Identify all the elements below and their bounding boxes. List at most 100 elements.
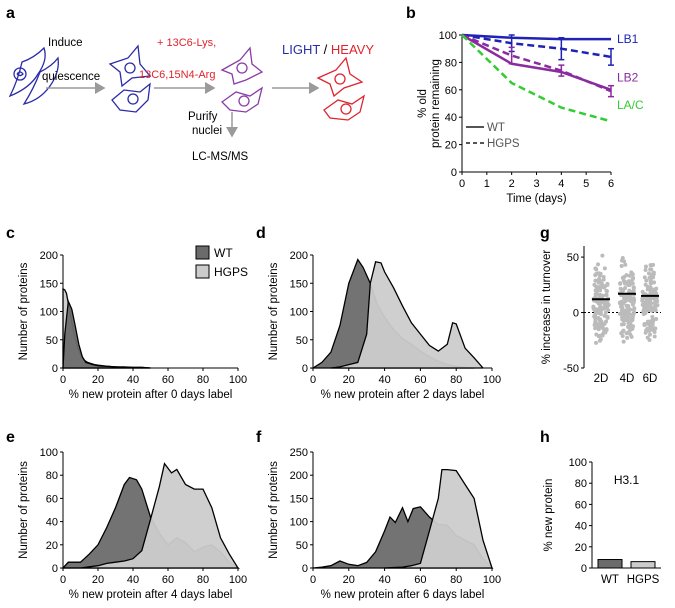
x-tick-label: 20 <box>343 574 355 586</box>
scatter-point <box>652 280 657 285</box>
scatter-point <box>631 324 636 329</box>
scatter-point <box>628 312 633 317</box>
x-tick-label: 100 <box>229 574 247 586</box>
panel-label-c: c <box>6 225 15 242</box>
scatter-point <box>619 304 624 309</box>
scatter-point <box>594 340 599 345</box>
scatter-point <box>604 289 609 294</box>
main-legend: WT HGPS <box>195 245 248 279</box>
scatter-point <box>593 320 598 325</box>
scatter-point <box>597 306 602 311</box>
chart-title: H3.1 <box>614 473 640 487</box>
scatter-point <box>628 318 633 323</box>
y-tick-label: 80 <box>46 470 58 482</box>
scatter-point <box>621 288 626 293</box>
y-tick-label: 100 <box>40 307 58 319</box>
induce-label: Induce <box>48 37 83 49</box>
scatter-point <box>631 286 636 291</box>
scatter-point <box>627 273 632 278</box>
scatter-point <box>640 298 645 303</box>
line-hgps-lb2 <box>461 33 612 93</box>
y-tick-label: 100 <box>290 307 308 319</box>
line-wt-lb1 <box>461 33 611 41</box>
scatter-point <box>592 282 597 287</box>
scatter-point <box>598 322 603 327</box>
scatter-point <box>645 319 650 324</box>
panel-label-g: g <box>540 225 550 242</box>
x-tick-label: 0 <box>310 574 316 586</box>
scatter-point <box>603 293 608 298</box>
scatter-point <box>595 325 600 330</box>
x-axis-title: % new protein after 4 days label <box>69 589 233 601</box>
x-tick-label: 2D <box>594 373 609 385</box>
scatter-point <box>626 279 631 284</box>
y-tick-label: 100 <box>40 447 58 459</box>
light-heavy-label: LIGHT / HEAVY <box>282 42 374 57</box>
area-series-hgps <box>63 462 240 569</box>
x-tick-label: 60 <box>414 374 426 386</box>
x-tick-label: 80 <box>197 374 209 386</box>
panel-label-a: a <box>6 5 15 22</box>
y-tick-label: 50 <box>296 540 308 552</box>
scatter-point <box>604 319 609 324</box>
scatter-point <box>655 303 660 308</box>
y-tick-label: -50 <box>563 363 579 375</box>
scatter-point <box>596 315 601 320</box>
y-tick-label: 80 <box>575 478 587 490</box>
final-cells-icon <box>316 56 366 121</box>
x-axis-title: % new protein after 0 days label <box>69 389 233 401</box>
scatter-point <box>624 313 629 318</box>
scatter-point <box>650 288 655 293</box>
scatter-point <box>594 271 599 276</box>
scatter-point <box>594 267 599 272</box>
scatter-point <box>652 334 657 339</box>
x-tick-label: 80 <box>197 574 209 586</box>
scatter-point <box>598 288 603 293</box>
starting-cells-icon <box>8 46 59 106</box>
y-tick-label: 50 <box>296 335 308 347</box>
legend-hgps-label: HGPS <box>214 265 248 279</box>
scatter-point <box>654 286 659 291</box>
y-tick-label: 100 <box>290 517 308 529</box>
chart-d: 0 20 40 60 80 100 0 50 100 150 200 % new protein af… <box>268 250 501 401</box>
series-label-lb2: LB2 <box>617 71 639 85</box>
x-tick-label: 60 <box>162 374 174 386</box>
scatter-point <box>619 322 624 327</box>
x-tick-label: 80 <box>450 374 462 386</box>
y-tick-label: 0 <box>451 167 457 179</box>
y-tick-label: 0 <box>573 308 579 320</box>
scatter-point <box>625 303 630 308</box>
panel-label-d: d <box>256 225 266 242</box>
x-tick-label: 100 <box>229 374 247 386</box>
scatter-point <box>621 339 626 344</box>
scatter-point <box>648 277 653 282</box>
x-tick-label: 1 <box>484 178 490 190</box>
series-label-lac: LA/C <box>617 98 644 112</box>
scatter-point <box>643 311 648 316</box>
y-tick-label: 60 <box>445 85 457 97</box>
panel-label-f: f <box>256 429 262 446</box>
x-tick-label: 20 <box>92 374 104 386</box>
scatter-point <box>622 281 627 286</box>
scatter-point <box>620 329 625 334</box>
x-tick-label: WT <box>601 574 619 586</box>
y-tick-label: 20 <box>575 542 587 554</box>
scatter-point <box>619 258 624 263</box>
scatter-point <box>603 302 608 307</box>
quiescence-label: quiescence <box>42 71 100 83</box>
y-tick-label: 80 <box>445 57 457 69</box>
x-tick-label: 0 <box>459 178 465 190</box>
scatter-point <box>652 306 657 311</box>
x-tick-label: 20 <box>92 574 104 586</box>
x-tick-label: 4D <box>620 373 635 385</box>
scatter-point <box>628 326 633 331</box>
x-tick-label: 5 <box>583 178 589 190</box>
scatter-point <box>594 307 599 312</box>
y-axis-title: % new protein <box>543 479 555 552</box>
scatter-point <box>630 302 635 307</box>
scatter-point <box>596 334 601 339</box>
lcms-label: LC-MS/MS <box>192 151 249 163</box>
scatter-point <box>624 317 629 322</box>
y-tick-label: 40 <box>46 517 58 529</box>
